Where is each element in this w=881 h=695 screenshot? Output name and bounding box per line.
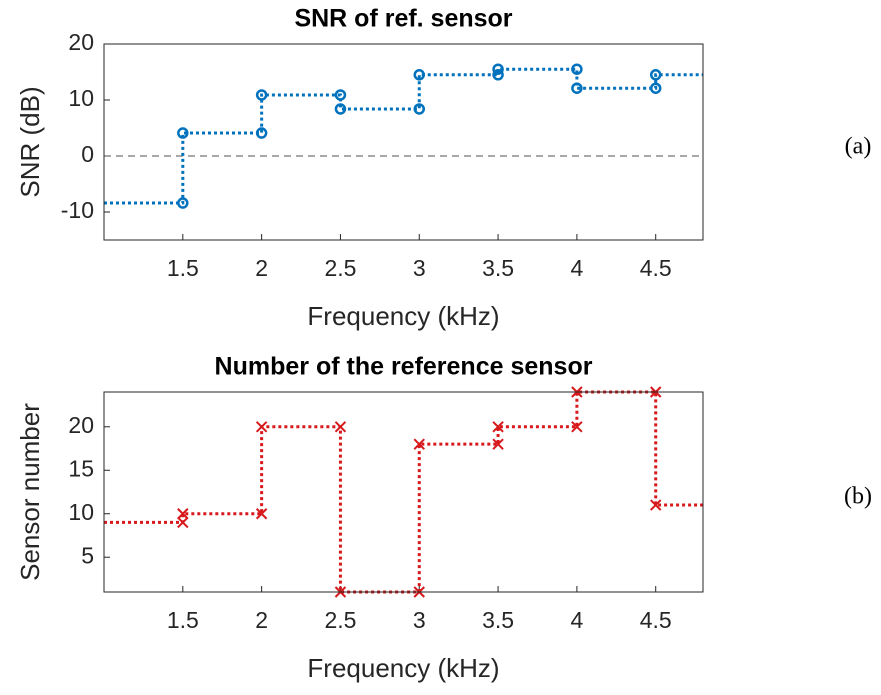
x-tick-label: 4 [570,255,583,281]
y-tick-label: 0 [81,141,94,167]
marker [492,421,504,433]
y-axis-label: Sensor number [15,403,45,581]
marker [177,127,189,139]
y-tick-label: -10 [61,197,94,223]
y-tick-label: 15 [68,455,94,481]
marker [255,89,268,101]
marker [492,438,504,450]
x-tick-label: 3 [413,255,426,281]
marker [571,421,583,433]
x-tick-label: 2.5 [324,607,356,633]
marker [255,508,268,520]
marker [334,421,347,433]
chart-title: Number of the reference sensor [215,353,593,381]
marker [649,69,662,81]
x-tick-label: 2.5 [324,255,356,281]
marker [177,508,189,520]
panel-label: (a) [845,134,872,160]
marker [571,82,583,94]
marker [413,103,426,115]
x-tick-label: 2 [255,255,268,281]
x-axis-label: Frequency (kHz) [307,301,499,331]
y-tick-label: 20 [68,29,94,55]
x-tick-label: 4.5 [640,607,672,633]
step-line [104,67,703,205]
y-tick-label: 10 [68,85,94,111]
marker [255,127,268,139]
marker [649,82,662,94]
x-tick-label: 3.5 [482,607,514,633]
marker [177,516,189,529]
marker [413,69,426,81]
marker [255,421,268,433]
x-tick-label: 1.5 [167,255,199,281]
panel-label: (b) [844,484,872,510]
x-tick-label: 4.5 [640,255,672,281]
marker [571,63,583,75]
y-tick-label: 20 [68,412,94,438]
chart-title: SNR of ref. sensor [294,5,512,33]
marker [177,197,189,209]
x-axis-label: Frequency (kHz) [307,653,499,683]
marker [334,103,347,115]
x-tick-label: 3 [413,607,426,633]
marker [492,69,504,81]
y-tick-label: 5 [81,542,94,568]
axes-box [103,391,704,593]
x-tick-label: 2 [255,607,268,633]
marker [650,499,662,511]
y-tick-label: 10 [68,499,94,525]
y-axis-label: SNR (dB) [15,86,45,197]
x-tick-label: 1.5 [167,607,199,633]
marker [334,89,347,101]
x-tick-label: 3.5 [482,255,514,281]
marker [492,63,504,75]
x-tick-label: 4 [570,607,583,633]
step-line [104,390,703,594]
marker [413,438,425,450]
axes-box [103,43,704,241]
